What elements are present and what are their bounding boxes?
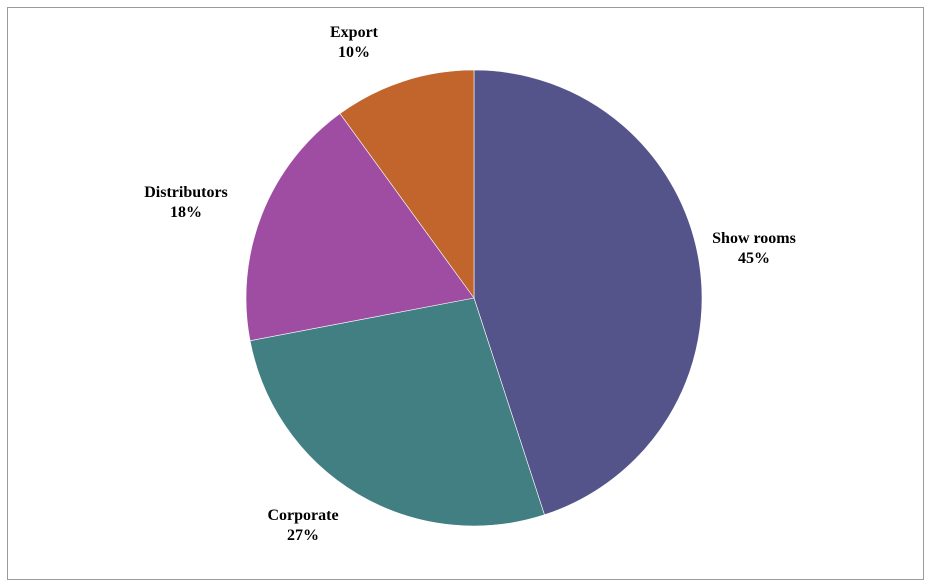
pie-slice-show-rooms [473, 69, 703, 516]
data-label-percent-export: 10% [338, 44, 370, 61]
pie-slice-distributors [245, 113, 475, 342]
pie-slices [245, 69, 703, 527]
pie-slice-corporate [249, 297, 545, 527]
data-label-category-show-rooms: Show rooms [712, 230, 796, 247]
data-label-percent-show-rooms: 45% [738, 250, 770, 267]
pie-labels: Show rooms 45% Corporate 27% Distributors 18%… [144, 24, 796, 544]
data-label-percent-corporate: 27% [287, 527, 319, 544]
data-label-category-export: Export [330, 24, 379, 41]
data-label-category-distributors: Distributors [144, 184, 228, 201]
data-label-percent-distributors: 18% [170, 204, 202, 221]
data-label-category-corporate: Corporate [267, 507, 338, 524]
pie-slice-export [339, 69, 475, 299]
